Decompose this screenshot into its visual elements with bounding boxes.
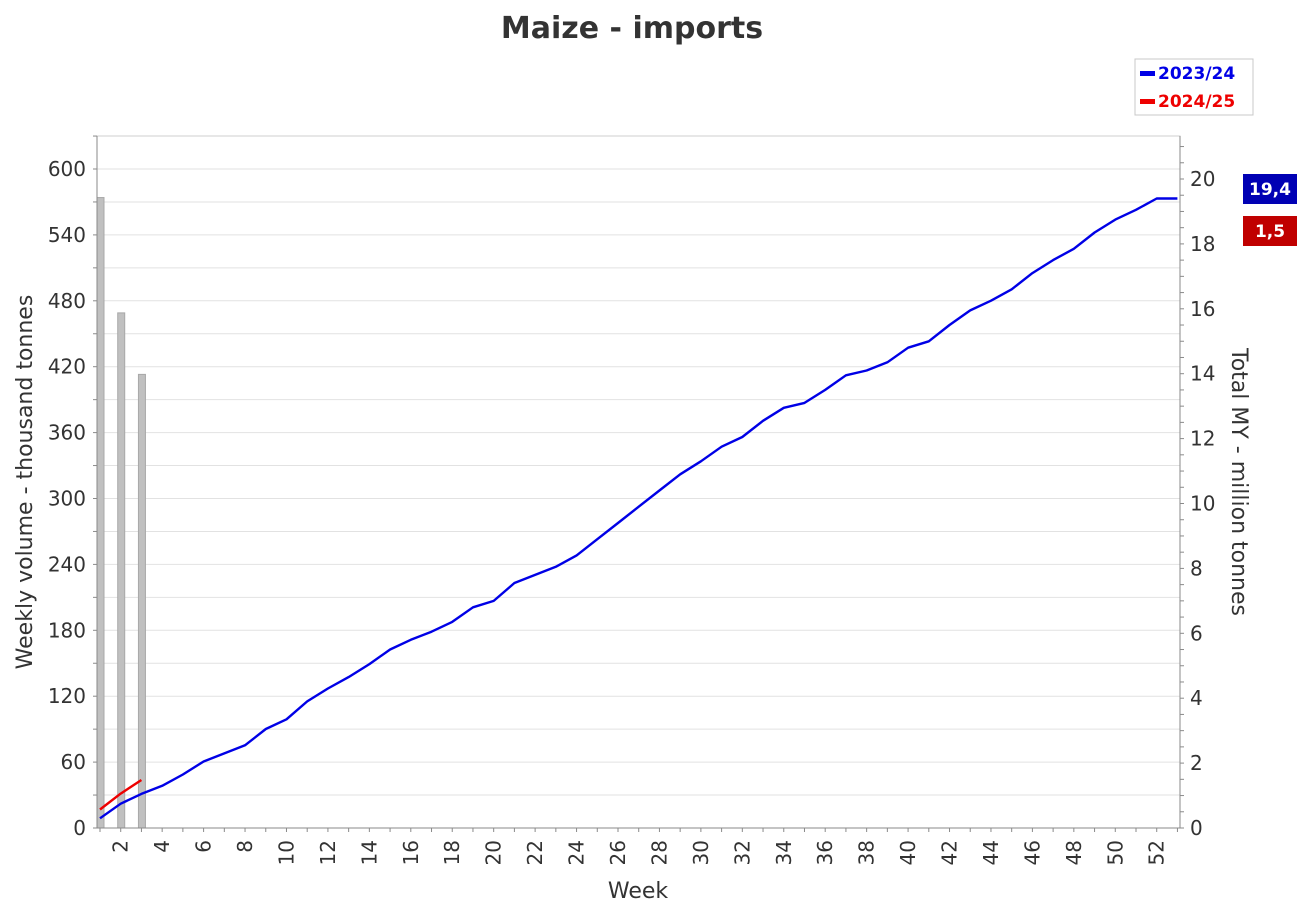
left-axis-ticks: 0 60 120 180 240 300 360 420 480 540 600 [48, 135, 97, 840]
legend-box [1134, 58, 1254, 116]
x-tick-label: 52 [1145, 840, 1169, 865]
left-tick-label: 300 [48, 487, 86, 511]
legend-swatch [1140, 99, 1155, 104]
right-axis-label: Total MY - million tonnes [1226, 347, 1251, 616]
x-tick-label: 46 [1020, 840, 1044, 865]
x-tick-label: 2 [109, 840, 133, 853]
left-tick-label: 240 [48, 552, 86, 576]
x-tick-label: 20 [482, 840, 506, 865]
right-tick-label: 12 [1190, 427, 1215, 451]
x-tick-label: 40 [896, 840, 920, 865]
x-tick-label: 44 [979, 840, 1003, 865]
x-tick-label: 22 [523, 840, 547, 865]
final-value-badge [1243, 216, 1297, 246]
final-value-label: 19,4 [1249, 180, 1291, 200]
right-tick-label: 18 [1190, 232, 1215, 256]
right-tick-label: 8 [1190, 556, 1203, 580]
left-tick-label: 600 [48, 157, 86, 181]
right-axis-ticks: 0 2 4 6 8 10 12 14 16 18 20 [1180, 146, 1215, 840]
right-tick-label: 0 [1190, 816, 1203, 840]
final-value-badge [1243, 174, 1297, 204]
left-tick-label: 0 [73, 816, 86, 840]
weekly-bar-3 [137, 373, 146, 829]
legend-swatch [1140, 71, 1155, 76]
x-tick-label: 14 [357, 840, 381, 865]
x-tick-label: 34 [772, 840, 796, 865]
weekly-bars [96, 197, 146, 829]
x-tick-label: 8 [233, 840, 257, 853]
x-tick-label: 32 [730, 840, 754, 865]
chart-title: Maize - imports [501, 11, 763, 46]
x-axis-label: Week [608, 879, 669, 904]
right-tick-label: 4 [1190, 686, 1203, 710]
left-axis-label: Weekly volume - thousand tonnes [13, 295, 38, 670]
legend: 2023/24 2024/25 [1134, 58, 1254, 116]
gridlines [97, 135, 1180, 829]
weekly-bar-1 [96, 197, 105, 829]
series-line-2023-24 [99, 197, 1178, 820]
left-tick-label: 60 [61, 750, 86, 774]
left-tick-label: 540 [48, 223, 86, 247]
series-line-2024-25 [99, 778, 143, 811]
x-tick-label: 24 [565, 840, 589, 865]
x-tick-label: 28 [647, 840, 671, 865]
right-tick-label: 16 [1190, 297, 1215, 321]
plot-frame [96, 135, 1181, 829]
right-tick-label: 14 [1190, 362, 1215, 386]
x-tick-label: 36 [813, 840, 837, 865]
x-tick-label: 12 [316, 840, 340, 865]
x-tick-label: 50 [1103, 840, 1127, 865]
series-lines [99, 197, 1178, 820]
x-tick-label: 30 [689, 840, 713, 865]
legend-label: 2023/24 [1158, 64, 1235, 84]
left-tick-label: 480 [48, 289, 86, 313]
x-tick-label: 16 [399, 840, 423, 865]
final-value-badges: 19,4 1,5 [1243, 174, 1297, 246]
legend-label: 2024/25 [1158, 92, 1235, 112]
left-tick-label: 180 [48, 618, 86, 642]
left-tick-label: 420 [48, 355, 86, 379]
x-tick-label: 10 [274, 840, 298, 865]
plot-border [96, 135, 1181, 829]
left-tick-label: 120 [48, 684, 86, 708]
weekly-bar-2 [117, 312, 126, 829]
right-tick-label: 10 [1190, 492, 1215, 516]
right-tick-label: 20 [1190, 167, 1215, 191]
right-tick-label: 2 [1190, 751, 1203, 775]
x-tick-label: 6 [192, 840, 216, 853]
left-tick-label: 360 [48, 421, 86, 445]
x-tick-label: 48 [1062, 840, 1086, 865]
x-tick-label: 42 [938, 840, 962, 865]
x-tick-label: 18 [440, 840, 464, 865]
x-axis-ticks: 2 4 6 8 10 12 14 16 18 20 22 24 26 28 30 32 34 36 38 40 42 44… [99, 828, 1178, 865]
x-tick-label: 38 [855, 840, 879, 865]
final-value-label: 1,5 [1255, 222, 1285, 242]
x-tick-label: 4 [150, 840, 174, 853]
right-tick-label: 6 [1190, 621, 1203, 645]
x-tick-label: 26 [606, 840, 630, 865]
